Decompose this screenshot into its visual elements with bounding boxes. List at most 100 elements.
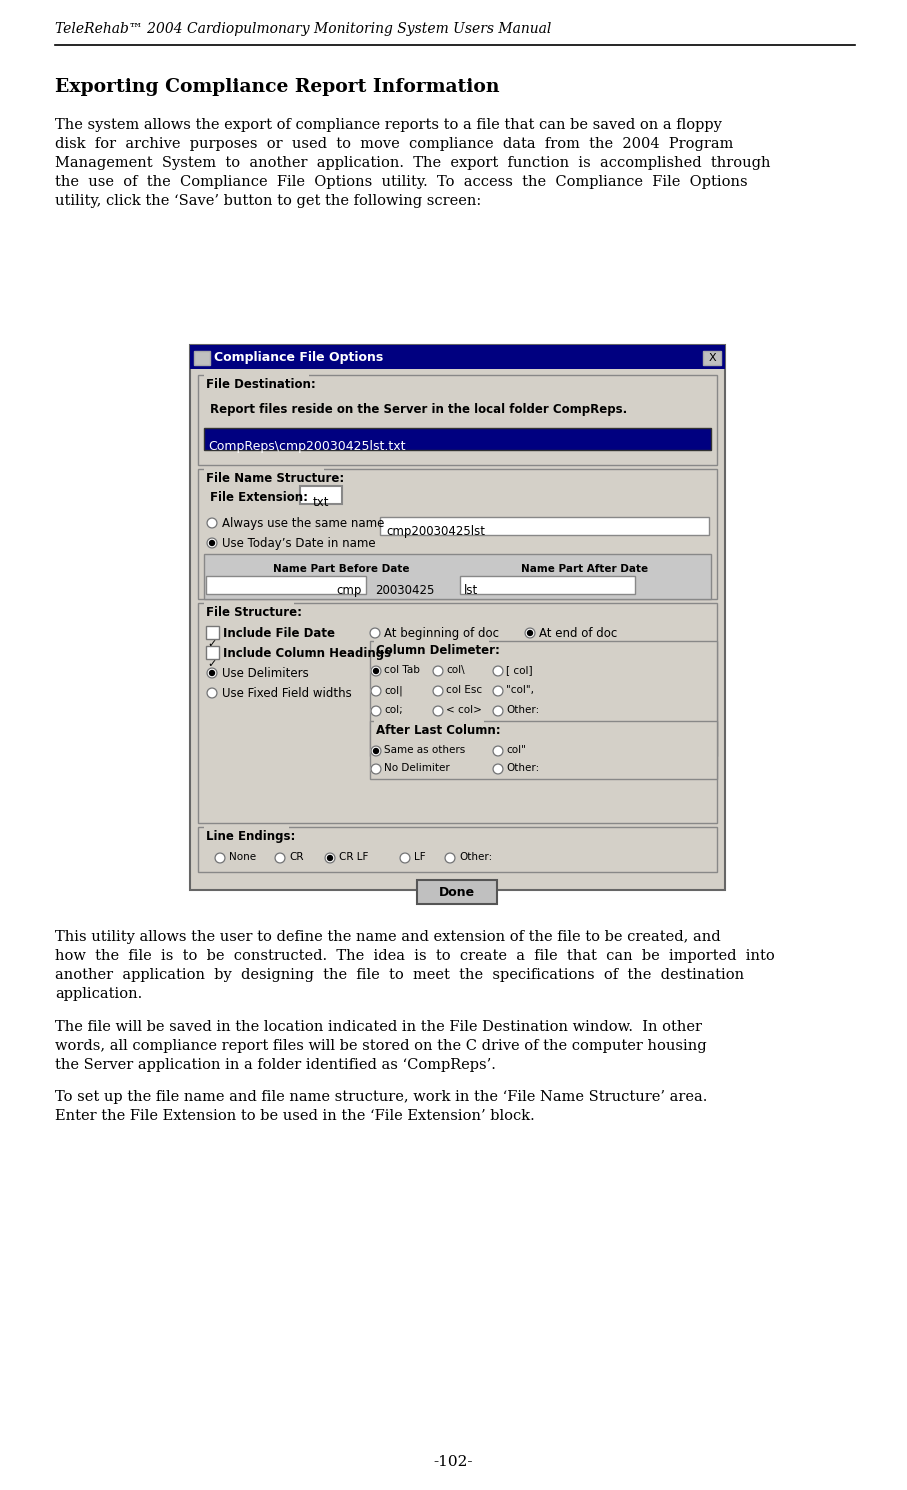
- Circle shape: [493, 764, 503, 773]
- Bar: [206, 577, 366, 595]
- Circle shape: [207, 668, 217, 678]
- Circle shape: [207, 688, 217, 697]
- Text: lst: lst: [464, 584, 478, 597]
- Circle shape: [528, 630, 532, 636]
- Bar: [206, 626, 219, 639]
- Bar: [198, 827, 717, 872]
- Circle shape: [525, 627, 535, 638]
- Text: Compliance File Options: Compliance File Options: [214, 352, 384, 365]
- Text: No Delimiter: No Delimiter: [384, 763, 450, 773]
- Text: ✓: ✓: [208, 639, 217, 650]
- Bar: [206, 647, 219, 659]
- Text: LF: LF: [414, 852, 425, 863]
- Circle shape: [325, 852, 335, 863]
- Text: This utility allows the user to define the name and extension of the file to be : This utility allows the user to define t…: [55, 930, 721, 945]
- Text: cmp: cmp: [336, 584, 362, 597]
- Text: [ col]: [ col]: [506, 665, 532, 675]
- Circle shape: [493, 666, 503, 676]
- Text: File Name Structure:: File Name Structure:: [206, 472, 345, 486]
- Circle shape: [493, 685, 503, 696]
- Text: Other:: Other:: [459, 852, 493, 863]
- Bar: [194, 352, 210, 365]
- Text: col Tab: col Tab: [384, 665, 420, 675]
- Circle shape: [371, 706, 381, 717]
- Text: 20030425: 20030425: [375, 584, 434, 597]
- Text: col Esc: col Esc: [446, 685, 483, 694]
- Bar: [204, 825, 289, 837]
- Text: CompReps\cmp20030425lst.txt: CompReps\cmp20030425lst.txt: [208, 440, 405, 453]
- Text: Use Fixed Field widths: Use Fixed Field widths: [222, 687, 352, 700]
- Text: disk  for  archive  purposes  or  used  to  move  compliance  data  from  the  2: disk for archive purposes or used to mov…: [55, 137, 734, 150]
- Text: Name Part After Date: Name Part After Date: [521, 565, 648, 574]
- Text: Same as others: Same as others: [384, 745, 465, 755]
- Circle shape: [210, 541, 214, 545]
- Text: Report files reside on the Server in the local folder CompReps.: Report files reside on the Server in the…: [210, 402, 628, 416]
- Bar: [204, 600, 294, 612]
- Text: X: X: [708, 353, 716, 364]
- Bar: [198, 603, 717, 822]
- Text: another  application  by  designing  the  file  to  meet  the  specifications  o: another application by designing the fil…: [55, 968, 744, 982]
- Circle shape: [275, 852, 285, 863]
- Text: Other:: Other:: [506, 705, 540, 715]
- Text: Other:: Other:: [506, 763, 540, 773]
- Text: "col",: "col",: [506, 685, 534, 694]
- Text: To set up the file name and file name structure, work in the ‘File Name Structur: To set up the file name and file name st…: [55, 1091, 707, 1104]
- Bar: [374, 639, 489, 651]
- Text: File Structure:: File Structure:: [206, 606, 302, 618]
- Bar: [204, 466, 324, 478]
- Text: TeleRehab™ 2004 Cardiopulmonary Monitoring System Users Manual: TeleRehab™ 2004 Cardiopulmonary Monitori…: [55, 22, 551, 36]
- Circle shape: [445, 852, 455, 863]
- Circle shape: [371, 764, 381, 773]
- Circle shape: [493, 706, 503, 717]
- Bar: [204, 428, 711, 450]
- Circle shape: [433, 706, 443, 717]
- Text: Use Delimiters: Use Delimiters: [222, 668, 308, 679]
- Text: ✓: ✓: [208, 659, 217, 669]
- Text: File Extension:: File Extension:: [210, 492, 308, 504]
- Bar: [190, 346, 725, 890]
- Circle shape: [207, 538, 217, 548]
- Circle shape: [371, 746, 381, 755]
- Text: Column Delimeter:: Column Delimeter:: [376, 644, 500, 657]
- Bar: [417, 881, 497, 904]
- Text: Exporting Compliance Report Information: Exporting Compliance Report Information: [55, 77, 500, 95]
- Text: < col>: < col>: [446, 705, 482, 715]
- Text: Always use the same name: Always use the same name: [222, 517, 385, 530]
- Text: words, all compliance report files will be stored on the C drive of the computer: words, all compliance report files will …: [55, 1039, 707, 1053]
- Text: Line Endings:: Line Endings:: [206, 830, 296, 843]
- Circle shape: [210, 670, 214, 675]
- Circle shape: [493, 746, 503, 755]
- Bar: [460, 577, 635, 595]
- Text: At beginning of doc: At beginning of doc: [384, 627, 499, 641]
- Circle shape: [374, 748, 378, 754]
- Text: Name Part Before Date: Name Part Before Date: [273, 565, 409, 574]
- Bar: [198, 469, 717, 599]
- Circle shape: [374, 669, 378, 673]
- Text: CR LF: CR LF: [339, 852, 368, 863]
- Text: Include File Date: Include File Date: [223, 627, 335, 641]
- Text: Enter the File Extension to be used in the ‘File Extension’ block.: Enter the File Extension to be used in t…: [55, 1109, 535, 1123]
- Bar: [370, 641, 717, 755]
- Bar: [190, 346, 725, 370]
- Circle shape: [370, 627, 380, 638]
- Bar: [204, 372, 309, 384]
- Text: After Last Column:: After Last Column:: [376, 724, 501, 738]
- Text: how  the  file  is  to  be  constructed.  The  idea  is  to  create  a  file  th: how the file is to be constructed. The i…: [55, 949, 775, 963]
- Text: col|: col|: [384, 685, 403, 696]
- Bar: [204, 554, 711, 599]
- Text: txt: txt: [313, 496, 329, 510]
- Circle shape: [371, 666, 381, 676]
- Text: col;: col;: [384, 705, 403, 715]
- Text: col": col": [506, 745, 526, 755]
- Text: At end of doc: At end of doc: [539, 627, 618, 641]
- Text: Include Column Headings: Include Column Headings: [223, 647, 391, 660]
- Text: None: None: [229, 852, 256, 863]
- Text: -102-: -102-: [434, 1456, 473, 1469]
- Circle shape: [327, 855, 333, 861]
- Text: File Destination:: File Destination:: [206, 378, 316, 390]
- Bar: [370, 721, 717, 779]
- Bar: [374, 720, 484, 732]
- Text: The file will be saved in the location indicated in the File Destination window.: The file will be saved in the location i…: [55, 1021, 702, 1034]
- Text: CR: CR: [289, 852, 304, 863]
- Circle shape: [400, 852, 410, 863]
